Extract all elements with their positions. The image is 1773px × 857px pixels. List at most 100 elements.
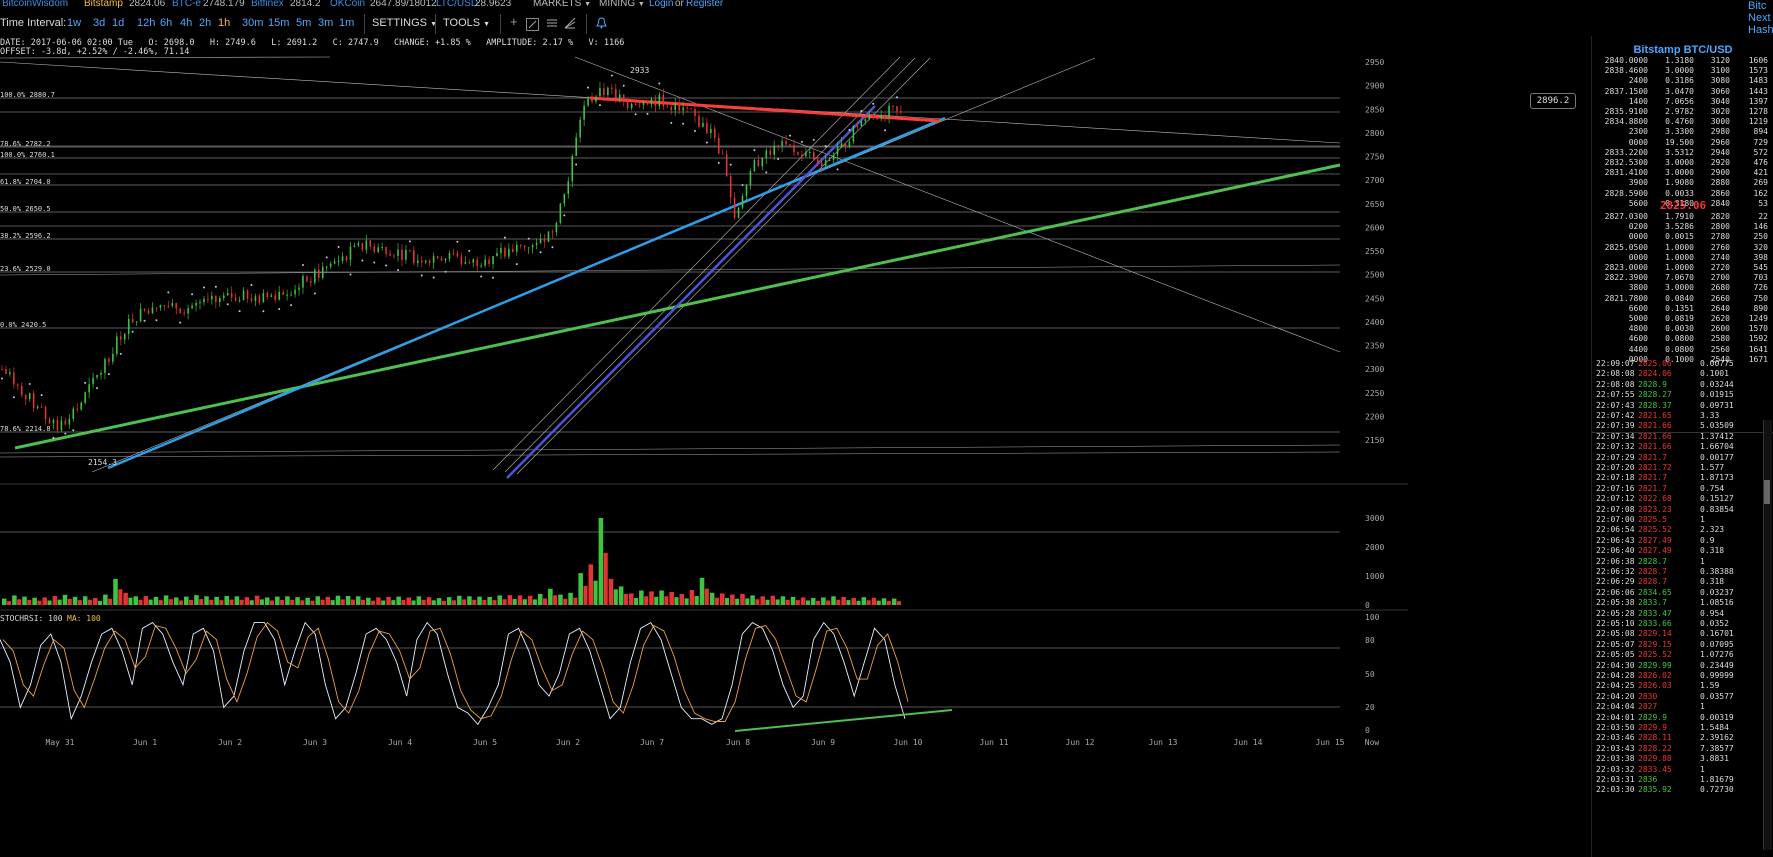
ticker-bitfinex-name[interactable]: Bitfinex (251, 0, 284, 9)
ticker-okcoin-name[interactable]: OKCoin (330, 0, 366, 9)
trade-time: 22:04:25 (1596, 681, 1635, 691)
candle-body (175, 303, 178, 309)
trade-time: 22:07:34 (1596, 431, 1635, 441)
orderbook-level: 2820 (1710, 212, 1730, 221)
interval-6h[interactable]: 6h (160, 17, 173, 29)
parabolic-sar-dot (587, 86, 590, 89)
candle-body (24, 394, 27, 400)
parabolic-sar-dot (646, 112, 649, 115)
candle-body (420, 260, 423, 263)
interval-15m[interactable]: 15m (268, 17, 290, 29)
candle-body (900, 111, 902, 113)
candle-body (535, 243, 538, 246)
trade-time: 22:07:32 (1596, 442, 1635, 452)
interval-4h[interactable]: 4h (180, 17, 193, 29)
register-link[interactable]: Register (686, 0, 724, 9)
interval-12h[interactable]: 12h (137, 17, 156, 29)
login-link[interactable]: Login (649, 0, 674, 9)
fib-level-label: 38.2% 2596.2 (0, 232, 51, 240)
volume-bar (254, 595, 260, 605)
candle-body (769, 150, 772, 155)
stochrsi-line (0, 621, 906, 726)
interval-5m[interactable]: 5m (296, 17, 312, 29)
interval-1h[interactable]: 1h (218, 17, 231, 29)
volume-bar (396, 596, 401, 605)
orderbook-cumulative: 53 (1758, 198, 1768, 208)
trades-scrollbar[interactable] (1763, 420, 1772, 850)
orderbook-price: 4400 (1628, 344, 1648, 354)
side-link-next[interactable]: Next (1748, 12, 1771, 24)
candle-body (476, 259, 478, 267)
orderbook-level: 2640 (1710, 303, 1730, 313)
trade-row: 22:05:38 2833.7 1.08516 (1596, 598, 1766, 608)
trades-scrollbar-thumb[interactable] (1764, 480, 1770, 504)
orderbook-row: 2838.4600 3.0000 3100 1573 (1598, 66, 1768, 76)
mining-menu[interactable]: MINING ▼ (599, 0, 645, 9)
volume-bar (522, 599, 527, 605)
candle-body (60, 420, 63, 431)
trend-line (0, 56, 331, 59)
ticker-btce-name[interactable]: BTC-e (172, 0, 201, 9)
candle-body (555, 222, 558, 233)
settings-menu[interactable]: SETTINGS ▼ (372, 17, 437, 29)
candle-body (801, 154, 803, 157)
candle-body (650, 99, 653, 105)
volume-bar (669, 591, 674, 605)
orderbook-price: 2840.0000 (1604, 56, 1648, 65)
orderbook-row: 3800 3.0000 2680 726 (1598, 283, 1768, 293)
site-logo[interactable]: BitcoinWisdom (2, 0, 69, 9)
candle-body (64, 420, 67, 425)
interval-2h[interactable]: 2h (199, 17, 212, 29)
volume-bar (77, 600, 82, 605)
price-axis-tick: 2450 (1365, 294, 1384, 303)
interval-1m[interactable]: 1m (339, 17, 355, 29)
bell-icon[interactable] (596, 17, 607, 32)
fib-fan-tool-icon[interactable] (564, 17, 576, 32)
candle-body (314, 269, 316, 283)
trade-amount: 2.323 (1700, 525, 1725, 535)
ticker-ltc-name[interactable]: LTC/USD (436, 0, 479, 9)
candle-body (13, 372, 15, 385)
volume-bar (553, 595, 558, 605)
x-axis-date: Jun 2 (556, 738, 580, 747)
price-chart[interactable]: 100.0% 2880.7 78.6% 2782.2 100.0% 2760.1 61… (0, 36, 1408, 750)
volume-bar (497, 595, 503, 605)
ticker-bitstamp-name[interactable]: Bitstamp (84, 0, 123, 9)
volume-bar (2, 598, 7, 605)
candle-body (266, 292, 269, 297)
interval-3m[interactable]: 3m (318, 17, 334, 29)
candle-body (321, 266, 324, 278)
markets-menu[interactable]: MARKETS ▼ (533, 0, 591, 9)
volume-bar (386, 596, 391, 605)
orderbook-level: 3060 (1710, 86, 1730, 96)
candle-body (793, 144, 795, 153)
side-link-bitcoin[interactable]: Bitc (1748, 0, 1767, 12)
parallel-lines-tool-icon[interactable] (546, 17, 558, 32)
side-link-hash[interactable]: Hash (1748, 24, 1773, 36)
trade-row: 22:04:25 2826.03 1.59 (1596, 681, 1766, 691)
candle-body (714, 128, 716, 138)
trade-row: 22:06:38 2828.7 1 (1596, 557, 1766, 567)
tools-menu[interactable]: TOOLS ▼ (443, 17, 490, 29)
trade-time: 22:05:10 (1596, 619, 1635, 628)
parabolic-sar-dot (72, 429, 75, 432)
orderbook-amount: 2.9782 (1665, 107, 1694, 116)
candle-body (88, 384, 90, 393)
candle-body (603, 88, 605, 95)
volume-bar (714, 597, 719, 605)
interval-30m[interactable]: 30m (242, 17, 264, 29)
orderbook-cumulative: 398 (1753, 252, 1768, 262)
candle-body (167, 305, 170, 307)
interval-1d[interactable]: 1d (112, 17, 125, 29)
interval-3d[interactable]: 3d (93, 17, 106, 29)
crosshair-tool-icon[interactable]: + (510, 14, 518, 29)
volume-bar (62, 594, 68, 605)
candle-body (658, 94, 661, 107)
volume-bar (568, 592, 573, 605)
interval-1w[interactable]: 1w (67, 17, 82, 29)
line-tool-icon[interactable] (526, 18, 539, 31)
trade-amount: 1.08516 (1700, 598, 1734, 608)
parabolic-sar-dot (119, 352, 122, 355)
candle-body (706, 122, 708, 134)
orderbook-level: 2760 (1710, 242, 1730, 252)
